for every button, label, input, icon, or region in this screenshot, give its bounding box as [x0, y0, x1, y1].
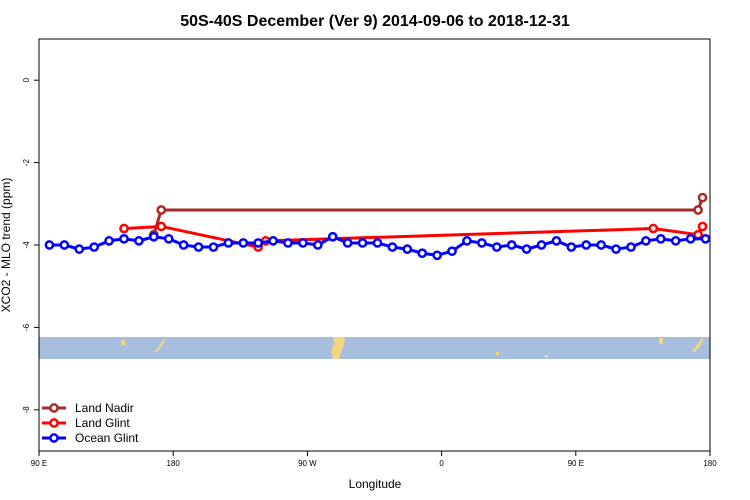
- land-patch-indian-island: [545, 355, 548, 358]
- ocean-glint-point: [462, 236, 472, 246]
- ocean-glint-point: [283, 238, 293, 248]
- ocean-glint-point: [432, 250, 442, 261]
- ocean-glint-point: [685, 233, 696, 244]
- ocean-glint-point: [566, 242, 577, 252]
- land-mask-features: [121, 337, 704, 359]
- ocean-glint-point: [268, 236, 278, 246]
- y-axis-label: XCO2 - MLO trend (ppm): [0, 178, 13, 313]
- land-patch-nz: [154, 339, 166, 352]
- ocean-glint-point: [253, 238, 264, 248]
- ocean-glint-point: [521, 244, 532, 254]
- land-nadir-point: [156, 205, 167, 215]
- ocean-glint-point: [223, 238, 234, 248]
- land-glint-point: [156, 221, 167, 232]
- y-tick-label-2: -4: [22, 241, 31, 249]
- legend-marker-land-glint: [49, 418, 59, 428]
- ocean-glint-point: [178, 240, 189, 250]
- y-tick-label-0: 0: [22, 77, 31, 82]
- y-tick-label-1: -2: [22, 158, 31, 166]
- land-nadir-line: [152, 197, 704, 236]
- ocean-glint-point: [119, 233, 129, 244]
- ocean-glint-point: [596, 240, 606, 250]
- x-axis-label: Longitude: [349, 477, 402, 491]
- ocean-glint-point: [670, 236, 681, 246]
- ocean-glint-point: [611, 244, 621, 254]
- ocean-glint-point: [74, 244, 85, 254]
- ocean-glint-point: [208, 242, 219, 252]
- y-tick-label-3: -6: [22, 323, 31, 331]
- ocean-glint-point: [193, 242, 204, 252]
- ocean-glint-point: [342, 238, 353, 248]
- x-tick-label-1: 180: [167, 459, 181, 468]
- ocean-glint-point: [134, 236, 144, 246]
- ocean-glint-point: [163, 233, 174, 244]
- ocean-glint-point: [298, 238, 308, 248]
- ocean-glint-point: [387, 242, 398, 252]
- series-layer: [44, 192, 711, 261]
- land-glint-point: [697, 221, 708, 232]
- land-patch-nz-2: [692, 338, 704, 352]
- ocean-glint-point: [148, 231, 159, 242]
- ocean-glint-point: [104, 236, 114, 246]
- ocean-glint-point: [626, 242, 636, 252]
- chart-title: 50S-40S December (Ver 9) 2014-09-06 to 2…: [180, 13, 570, 30]
- ocean-glint-point: [402, 244, 413, 254]
- ocean-glint-point: [89, 242, 100, 252]
- legend-marker-land-nadir: [49, 403, 59, 413]
- land-nadir-point: [697, 192, 708, 203]
- land-glint-point: [693, 229, 703, 240]
- ocean-glint-point: [447, 246, 457, 257]
- ocean-glint-point: [581, 240, 592, 250]
- ocean-glint-point: [477, 238, 487, 248]
- ocean-glint-point: [641, 236, 651, 246]
- x-tick-label-0: 90 E: [31, 459, 47, 468]
- ocean-glint-point: [536, 240, 547, 250]
- ocean-glint-point: [238, 238, 249, 248]
- x-tick-label-2: 90 W: [298, 459, 317, 468]
- land-patch-tasman-2: [659, 338, 663, 344]
- land-glint-point: [648, 223, 659, 234]
- ocean-glint-point: [357, 238, 368, 248]
- ocean-glint-point: [59, 240, 70, 250]
- x-axis: 90 E 180 90 W 0 90 E 180: [31, 451, 717, 468]
- ocean-glint-point: [655, 233, 666, 244]
- x-tick-label-4: 90 E: [568, 459, 584, 468]
- land-glint-point: [119, 223, 129, 234]
- x-tick-label-5: 180: [703, 459, 717, 468]
- ocean-glint-point: [312, 240, 323, 250]
- ocean-glint-point: [506, 240, 517, 250]
- ocean-glint-point: [551, 236, 562, 246]
- ocean-glint-point: [44, 240, 55, 250]
- land-patch-tasman: [121, 340, 125, 345]
- land-patch-atlantic-island: [496, 352, 499, 355]
- ocean-glint-point: [491, 242, 502, 252]
- ocean-glint-point: [372, 238, 383, 248]
- ocean-glint-point: [700, 233, 711, 244]
- legend-label-ocean-glint: Ocean Glint: [75, 431, 139, 445]
- land-patch-south-america: [331, 337, 345, 359]
- legend-label-land-glint: Land Glint: [75, 416, 130, 430]
- y-tick-label-4: -8: [22, 406, 31, 414]
- legend-label-land-nadir: Land Nadir: [75, 401, 134, 415]
- ocean-glint-point: [327, 231, 338, 242]
- legend-marker-ocean-glint: [49, 433, 59, 443]
- land-nadir-point: [693, 205, 703, 215]
- x-tick-label-3: 0: [439, 459, 444, 468]
- ocean-glint-point: [417, 248, 428, 259]
- y-axis: 0 -2 -4 -6 -8: [22, 77, 39, 413]
- land-mask-band: [39, 337, 710, 359]
